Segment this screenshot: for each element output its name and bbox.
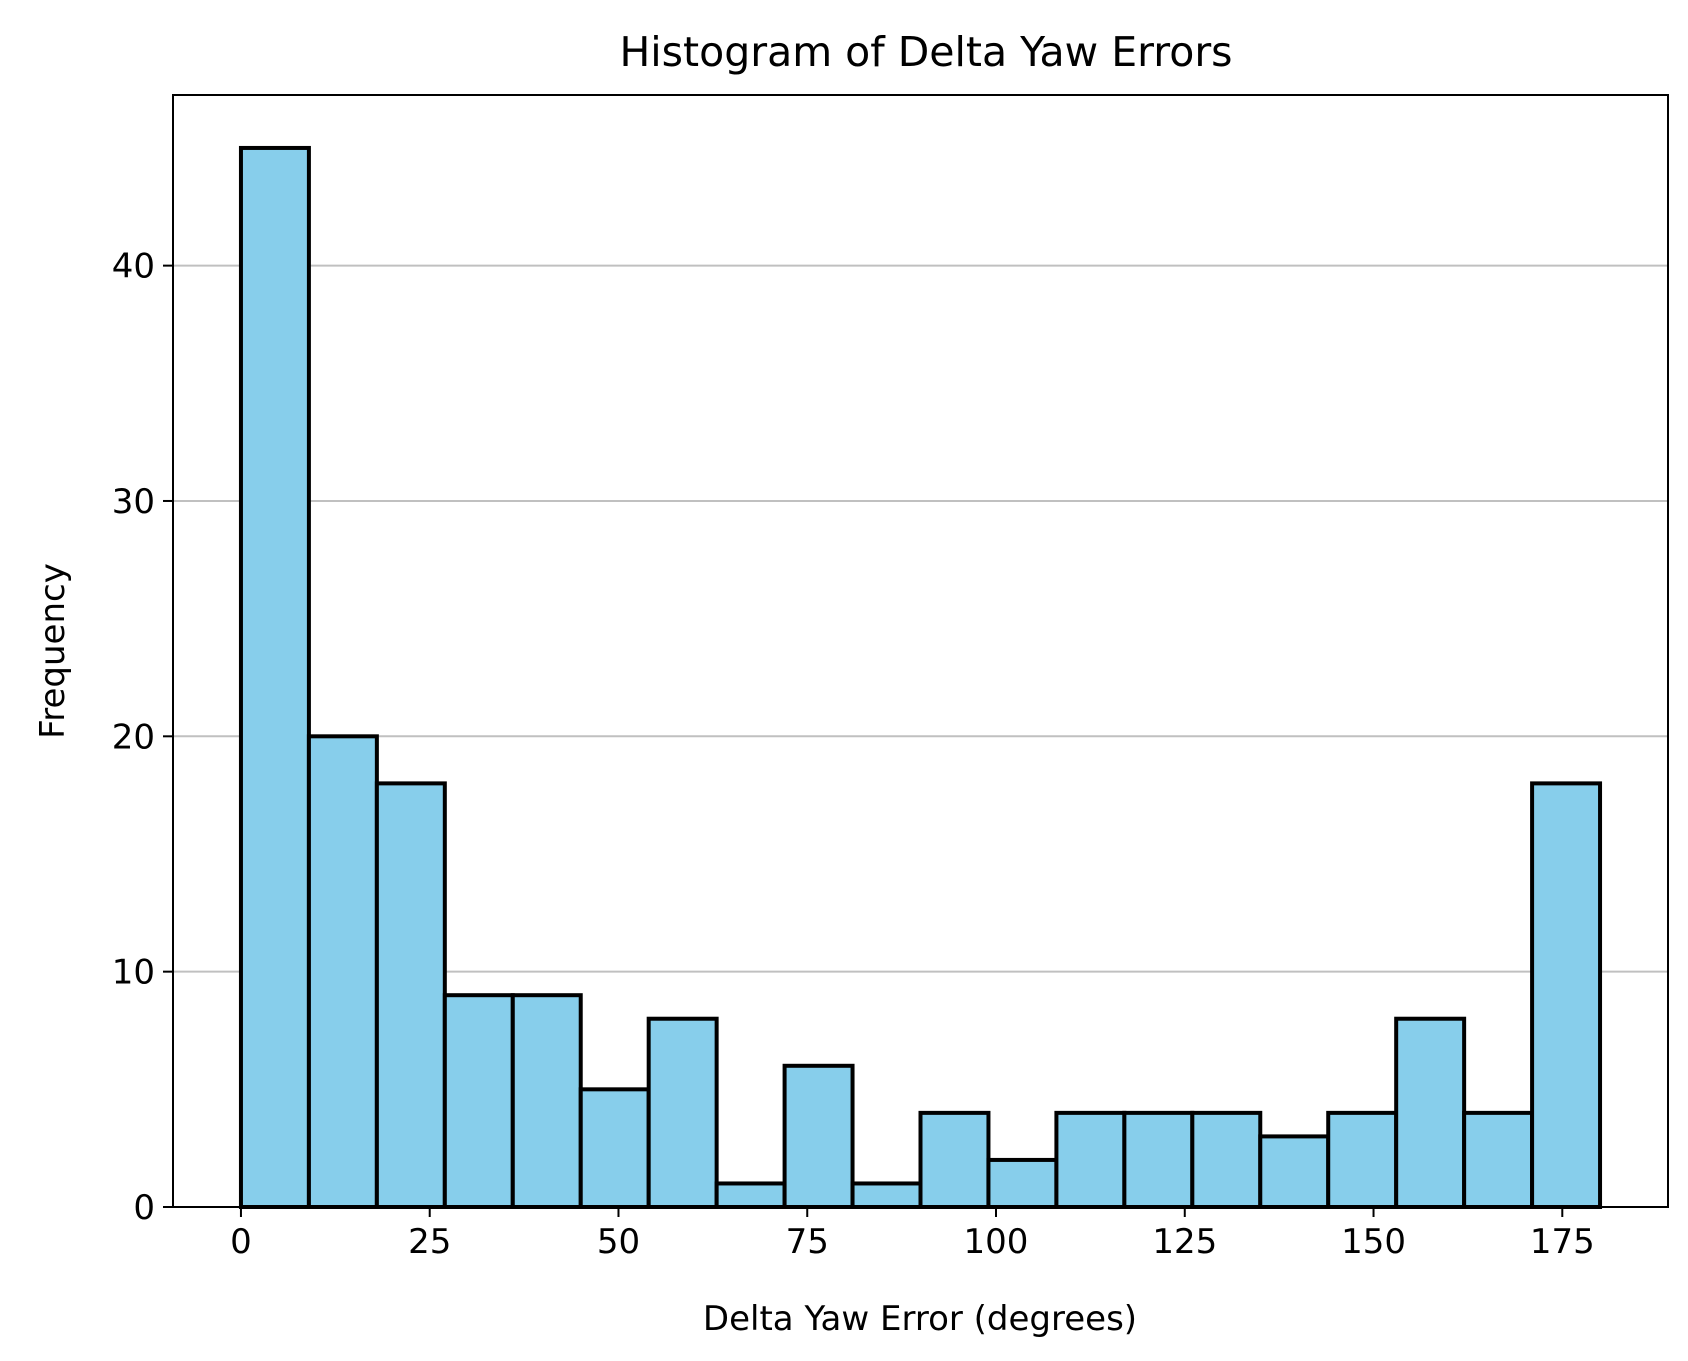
histogram-bar-13 bbox=[1122, 1110, 1195, 1209]
x-axis-title: Delta Yaw Error (degrees) bbox=[703, 1299, 1137, 1339]
x-tick-label-3: 75 bbox=[786, 1222, 829, 1262]
histogram-bar-1 bbox=[306, 734, 379, 1210]
histogram-bar-17 bbox=[1394, 1016, 1467, 1209]
x-tick-label-5: 125 bbox=[1152, 1222, 1217, 1262]
histogram-bar-2 bbox=[374, 781, 447, 1210]
histogram-bar-19 bbox=[1530, 781, 1603, 1210]
y-tick-label-4: 40 bbox=[112, 247, 155, 287]
y-tick-label-0: 0 bbox=[133, 1188, 155, 1228]
plot-frame bbox=[172, 94, 1669, 1208]
x-tick-label-1: 25 bbox=[408, 1222, 451, 1262]
x-tick-label-6: 150 bbox=[1341, 1222, 1406, 1262]
histogram-bar-14 bbox=[1190, 1110, 1263, 1209]
x-tick-label-7: 175 bbox=[1530, 1222, 1595, 1262]
y-tick-label-2: 20 bbox=[112, 717, 155, 757]
histogram-bar-18 bbox=[1462, 1110, 1535, 1209]
histogram-bar-15 bbox=[1258, 1134, 1331, 1210]
grid-lines bbox=[173, 264, 1668, 973]
histogram-bar-11 bbox=[986, 1157, 1059, 1210]
histogram-bar-8 bbox=[782, 1063, 855, 1210]
histogram-bar-7 bbox=[714, 1181, 787, 1209]
histogram-bar-10 bbox=[918, 1110, 991, 1209]
x-axis-ticks: 0 25 50 75 100 125 150 175 bbox=[230, 1207, 1595, 1262]
chart-title: Histogram of Delta Yaw Errors bbox=[619, 28, 1232, 76]
x-tick-label-0: 0 bbox=[230, 1222, 252, 1262]
histogram-bar-4 bbox=[510, 993, 583, 1210]
histogram-bar-6 bbox=[646, 1016, 719, 1209]
x-tick-label-2: 50 bbox=[597, 1222, 640, 1262]
histogram-bar-3 bbox=[442, 993, 515, 1210]
y-tick-label-3: 30 bbox=[112, 482, 155, 522]
bars bbox=[238, 145, 1603, 1210]
y-tick-label-1: 10 bbox=[112, 953, 155, 993]
histogram-bar-9 bbox=[850, 1181, 923, 1209]
histogram-bar-16 bbox=[1326, 1110, 1399, 1209]
histogram-bar-5 bbox=[578, 1087, 651, 1209]
histogram-bar-0 bbox=[238, 145, 311, 1209]
y-axis-ticks: 0 10 20 30 40 bbox=[112, 247, 173, 1228]
y-axis-title: Frequency bbox=[33, 563, 73, 739]
histogram-bar-12 bbox=[1054, 1110, 1127, 1209]
x-tick-label-4: 100 bbox=[964, 1222, 1029, 1262]
